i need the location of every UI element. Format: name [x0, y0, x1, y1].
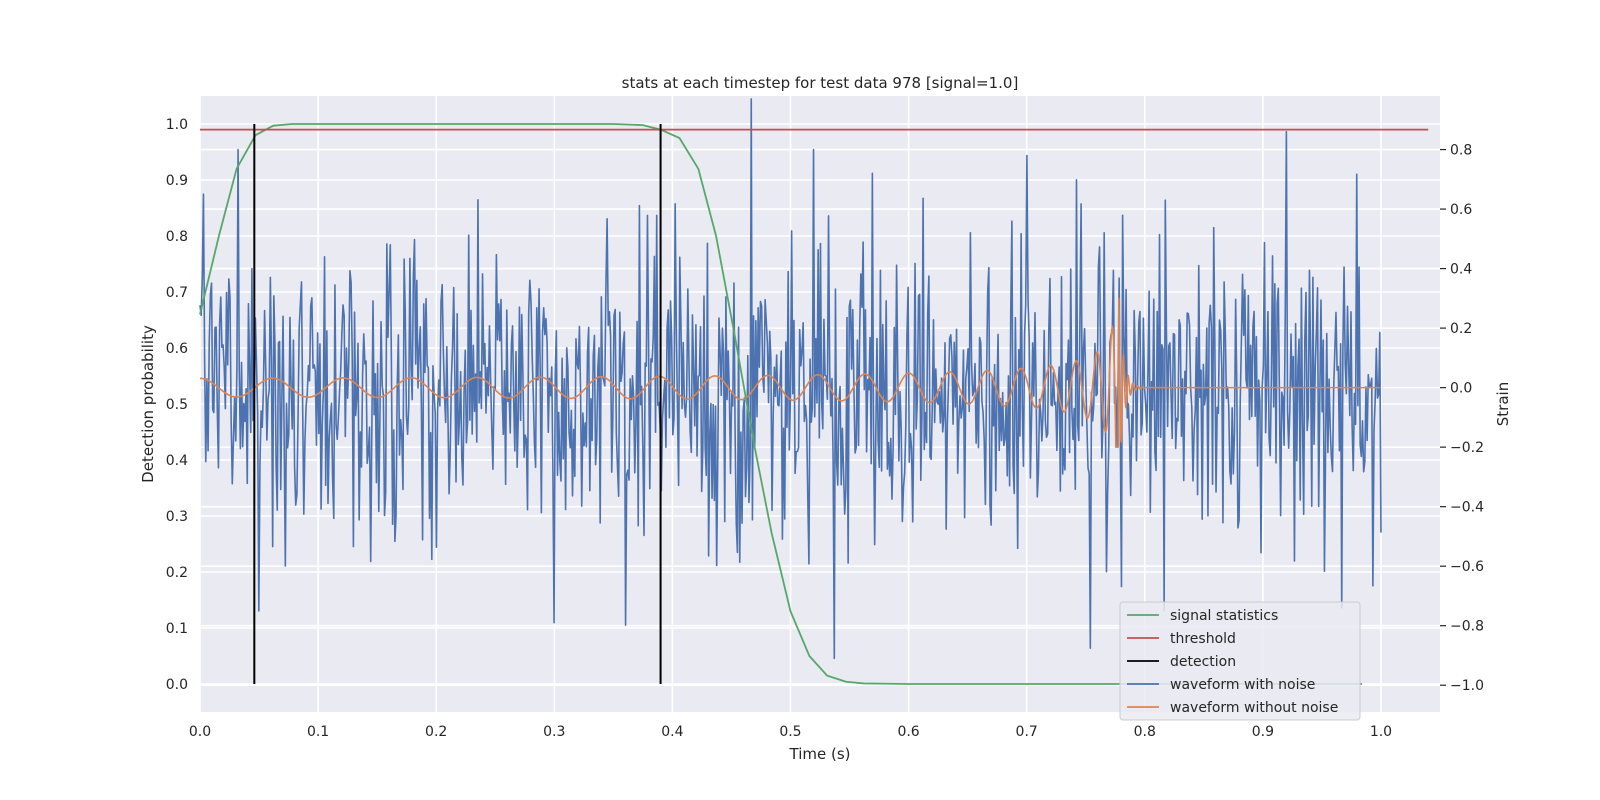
legend-label-waveform-without-noise: waveform without noise: [1170, 700, 1338, 716]
y-left-tick-label: 0.3: [166, 509, 188, 525]
legend: signal statistics threshold detection wa…: [1119, 601, 1361, 721]
y-axis-left: 0.0 0.1 0.2 0.3 0.4 0.5 0.6 0.7 0.8 0.9 1.0: [166, 117, 188, 693]
y-right-tick-label: 0.0: [1450, 381, 1472, 397]
y-left-tick-label: 0.9: [166, 173, 188, 189]
y-left-tick-label: 0.0: [166, 677, 188, 693]
x-axis: 0.0 0.1 0.2 0.3 0.4 0.5 0.6 0.7 0.8 0.9 1.0: [189, 724, 1392, 740]
y-right-tick-label: −0.6: [1450, 559, 1484, 575]
x-tick-label: 0.6: [897, 724, 919, 740]
y-axis-left-title: Detection probability: [139, 325, 157, 483]
y-axis-right: −1.0 −0.8 −0.6 −0.4 −0.2 0.0 0.2 0.4 0.6 0.8: [1440, 143, 1484, 694]
x-tick-label: 0.2: [425, 724, 447, 740]
y-right-tick-label: −1.0: [1450, 678, 1484, 694]
x-tick-label: 0.1: [307, 724, 329, 740]
chart-title: stats at each timestep for test data 978…: [622, 74, 1019, 92]
y-right-tick-label: 0.4: [1450, 262, 1472, 278]
y-left-tick-label: 0.4: [166, 453, 188, 469]
x-tick-label: 1.0: [1370, 724, 1392, 740]
y-right-tick-label: 0.6: [1450, 202, 1472, 218]
x-tick-label: 0.0: [189, 724, 211, 740]
y-left-tick-label: 0.6: [166, 341, 188, 357]
y-left-tick-label: 0.2: [166, 565, 188, 581]
y-left-tick-label: 0.5: [166, 397, 188, 413]
x-tick-label: 0.4: [661, 724, 683, 740]
waveform-without-noise-line: [199, 297, 1382, 448]
legend-box: [1119, 601, 1361, 721]
y-left-tick-label: 1.0: [166, 117, 188, 133]
legend-label-threshold: threshold: [1170, 631, 1236, 647]
y-right-tick-label: 0.8: [1450, 143, 1472, 159]
signal-statistics-line: [199, 123, 1363, 685]
y-axis-right-title: Strain: [1494, 382, 1512, 426]
y-right-tick-label: −0.2: [1450, 440, 1484, 456]
y-right-tick-label: 0.2: [1450, 321, 1472, 337]
y-left-tick-label: 0.1: [166, 621, 188, 637]
legend-label-signal-statistics: signal statistics: [1170, 608, 1278, 624]
x-axis-title: Time (s): [789, 745, 851, 763]
y-right-tick-label: −0.4: [1450, 500, 1484, 516]
y-left-tick-label: 0.7: [166, 285, 188, 301]
x-tick-label: 0.5: [779, 724, 801, 740]
plot-area: [199, 98, 1429, 685]
y-left-tick-label: 0.8: [166, 229, 188, 245]
waveform-with-noise-line: [199, 98, 1382, 660]
x-tick-label: 0.8: [1134, 724, 1156, 740]
x-tick-label: 0.9: [1252, 724, 1274, 740]
x-tick-label: 0.7: [1016, 724, 1038, 740]
legend-label-waveform-with-noise: waveform with noise: [1170, 677, 1315, 693]
legend-label-detection: detection: [1170, 654, 1236, 670]
x-tick-label: 0.3: [543, 724, 565, 740]
y-right-tick-label: −0.8: [1450, 619, 1484, 635]
